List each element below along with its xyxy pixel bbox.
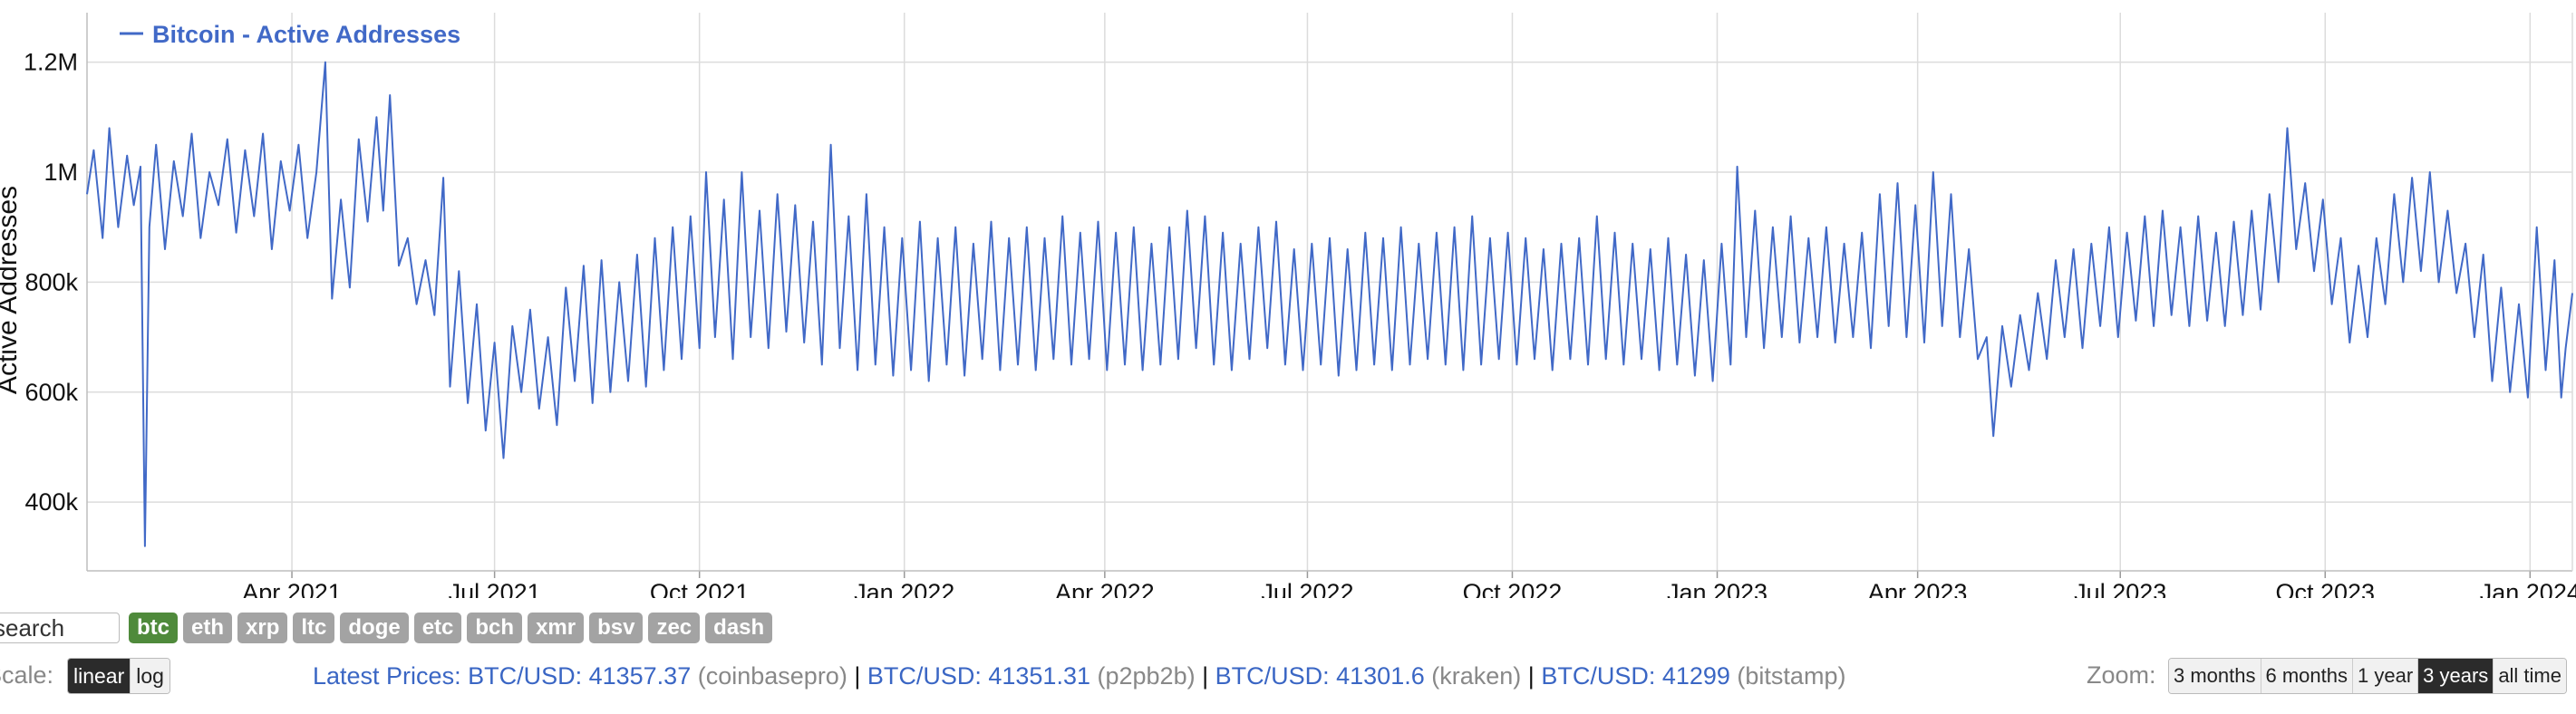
axes: 400k 600k 800k 1M 1.2M Apr 2021 Jul 2021 Oct 20… [24,13,2576,598]
price-pair[interactable]: BTC/USD: 41351.31 [867,662,1090,690]
x-tick-label: Apr 2023 [1868,579,1968,598]
x-tick-label: Jan 2022 [854,579,954,598]
x-tick-label: Oct 2022 [1463,579,1563,598]
coin-button-bsv[interactable]: bsv [589,613,644,643]
zoom-button-all-time[interactable]: all time [2493,659,2566,693]
price-exchange: (bitstamp) [1737,662,1846,690]
series-layer [86,61,2573,547]
search-input[interactable] [0,613,120,643]
x-tick-label: Apr 2022 [1055,579,1155,598]
y-axis-label: Active Addresses [0,186,23,394]
price-separator: | [1195,662,1215,690]
zoom-button-6-months[interactable]: 6 months [2260,659,2352,693]
coin-button-btc[interactable]: btc [129,613,178,643]
active-addresses-chart: 400k 600k 800k 1M 1.2M Apr 2021 Jul 2021 Oct 20… [0,13,2576,598]
coin-button-etc[interactable]: etc [413,613,462,643]
y-tick-label: 1M [44,159,78,186]
coin-button-xrp[interactable]: xrp [237,613,288,643]
coin-button-doge[interactable]: doge [340,613,409,643]
latest-prices-label: Latest Prices: [313,662,461,690]
coin-button-ltc[interactable]: ltc [293,613,335,643]
zoom-button-3-months[interactable]: 3 months [2169,659,2261,693]
zoom-button-3-years[interactable]: 3 years [2417,659,2494,693]
x-tick-label: Oct 2021 [650,579,750,598]
coin-button-dash[interactable]: dash [705,613,773,643]
x-tick-label: Jan 2023 [1667,579,1767,598]
coin-button-bch[interactable]: bch [467,613,523,643]
y-tick-label: 600k [24,379,78,406]
x-tick-label: Jan 2024 [2480,579,2576,598]
price-separator: | [847,662,867,690]
price-exchange: (coinbasepro) [697,662,847,690]
y-tick-label: 800k [24,268,78,295]
scale-toggle: linear log [67,658,170,694]
legend: Bitcoin - Active Addresses [120,21,460,48]
price-pair[interactable]: BTC/USD: 41301.6 [1215,662,1425,690]
zoom-button-1-year[interactable]: 1 year [2352,659,2418,693]
x-tick-label: Jul 2023 [2074,579,2166,598]
x-tick-label: Jul 2021 [449,579,541,598]
grid [87,13,2572,571]
price-pair[interactable]: BTC/USD: 41357.37 [468,662,692,690]
coin-button-zec[interactable]: zec [648,613,701,643]
price-separator: | [1521,662,1542,690]
x-tick-label: Jul 2022 [1261,579,1353,598]
zoom-label: Zoom: [2087,661,2156,689]
x-tick-label: Oct 2023 [2275,579,2375,598]
price-exchange: (p2pb2b) [1097,662,1196,690]
x-tick-label: Apr 2021 [242,579,342,598]
scale-button-linear[interactable]: linear [68,659,131,693]
coin-button-eth[interactable]: eth [183,613,232,643]
legend-label: Bitcoin - Active Addresses [152,21,460,48]
zoom-toggle: 3 months 6 months 1 year 3 years all time [2168,658,2567,694]
coin-list: btc eth xrp ltc doge etc bch xmr bsv zec dash [129,613,773,643]
scale-label: Scale: [0,661,54,689]
latest-prices: Latest Prices: BTC/USD: 41357.37 (coinba… [313,662,1845,690]
price-exchange: (kraken) [1431,662,1522,690]
coin-button-xmr[interactable]: xmr [528,613,585,643]
y-tick-label: 1.2M [24,49,78,76]
price-pair[interactable]: BTC/USD: 41299 [1541,662,1730,690]
scale-button-log[interactable]: log [130,659,169,693]
series-line-active-addresses [86,61,2573,547]
y-tick-label: 400k [24,488,78,516]
